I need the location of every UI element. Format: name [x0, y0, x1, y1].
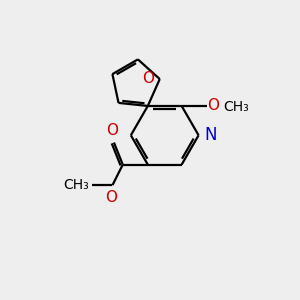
Text: O: O: [207, 98, 219, 113]
Text: N: N: [204, 126, 216, 144]
Text: O: O: [142, 71, 154, 86]
Text: O: O: [106, 123, 119, 138]
Text: O: O: [105, 190, 117, 205]
Text: CH₃: CH₃: [64, 178, 89, 192]
Text: CH₃: CH₃: [223, 100, 249, 114]
